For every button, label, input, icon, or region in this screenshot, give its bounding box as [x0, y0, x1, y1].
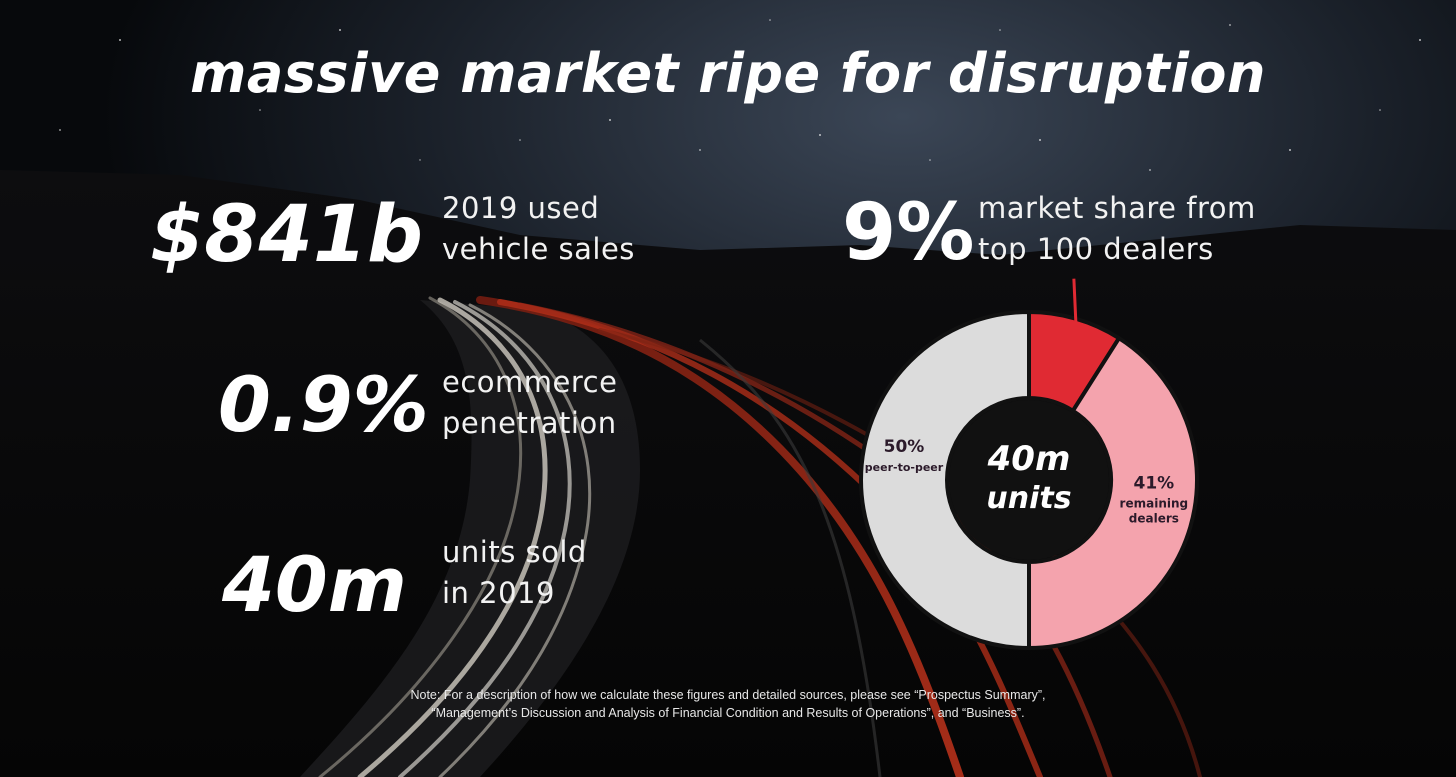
- footnote: Note: For a description of how we calcul…: [0, 686, 1456, 722]
- market-share-description-line: market share from: [978, 191, 1256, 225]
- stat-value-used-vehicle-sales: $841b: [150, 190, 423, 280]
- donut-center-unit: units: [986, 481, 1071, 516]
- stat-value-units-sold: 40m: [222, 540, 407, 629]
- market-share-description-line: top 100 dealers: [978, 232, 1214, 266]
- stat-description-line: penetration: [442, 406, 617, 440]
- footnote-line: “Management’s Discussion and Analysis of…: [431, 706, 1025, 720]
- stat-description-line: units sold: [442, 535, 587, 569]
- slice-percent-label: 41%: [1133, 473, 1174, 493]
- donut-slice-remaining-dealers: [1027, 335, 1199, 651]
- donut-slice-peer-to-peer: [859, 309, 1031, 651]
- slice-name-label: peer-to-peer: [865, 461, 944, 474]
- slice-percent-label: 50%: [884, 437, 925, 457]
- donut-center-value: 40m: [987, 439, 1071, 479]
- stat-description-line: in 2019: [442, 576, 555, 610]
- market-share-description: market share from top 100 dealers: [978, 188, 1256, 270]
- slice-name-label: remaining: [1120, 496, 1189, 510]
- footnote-line: Note: For a description of how we calcul…: [410, 688, 1046, 702]
- slide-title: massive market ripe for disruption: [190, 42, 1266, 105]
- stat-value-ecommerce-penetration: 0.9%: [218, 360, 429, 449]
- callout-leader-line: [1072, 278, 1078, 323]
- stat-description-used-vehicle-sales: 2019 used vehicle sales: [442, 188, 635, 270]
- slice-name-label: dealers: [1129, 511, 1179, 525]
- donut-hole: [949, 400, 1109, 560]
- stat-description-line: vehicle sales: [442, 232, 635, 266]
- stat-description-ecommerce-penetration: ecommerce penetration: [442, 362, 617, 444]
- market-share-value: 9%: [842, 188, 975, 278]
- stat-description-line: ecommerce: [442, 365, 618, 399]
- stat-description-units-sold: units sold in 2019: [442, 532, 587, 614]
- stat-description-line: 2019 used: [442, 191, 600, 225]
